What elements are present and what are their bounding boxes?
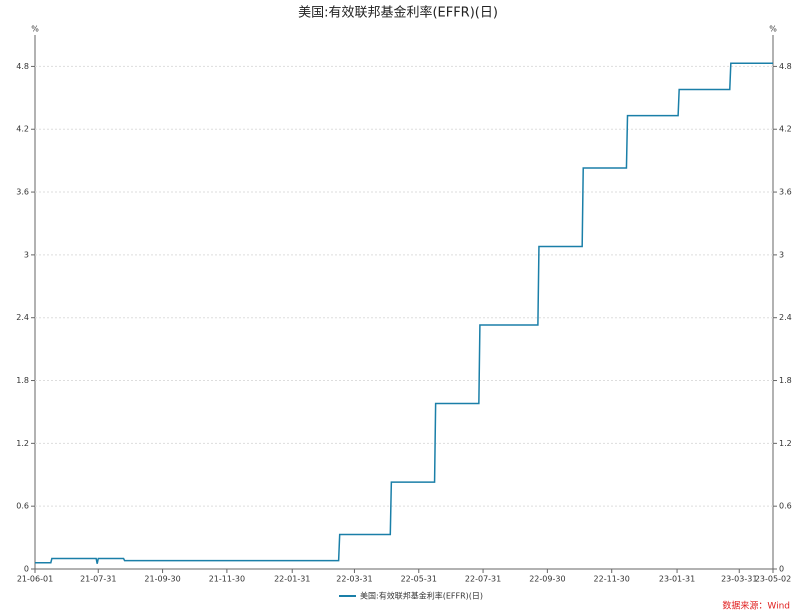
x-tick-label: 21-06-01 bbox=[17, 575, 53, 584]
x-tick-label: 21-11-30 bbox=[209, 575, 245, 584]
y2-tick-label: 2.4 bbox=[779, 313, 792, 322]
y-unit: % bbox=[31, 25, 39, 34]
x-tick-label: 23-03-31 bbox=[721, 575, 757, 584]
data-line bbox=[35, 62, 773, 564]
y-tick-label: 2.4 bbox=[16, 313, 29, 322]
x-tick-label: 22-01-31 bbox=[274, 575, 310, 584]
x-tick-label: 22-11-30 bbox=[594, 575, 630, 584]
y-tick-label: 3.6 bbox=[16, 188, 29, 197]
y2-tick-label: 4.2 bbox=[779, 125, 792, 134]
x-tick-label: 21-07-31 bbox=[80, 575, 116, 584]
y-tick-label: 1.8 bbox=[16, 376, 29, 385]
y2-tick-label: 0.6 bbox=[779, 502, 792, 511]
chart-title: 美国:有效联邦基金利率(EFFR)(日) bbox=[298, 5, 498, 21]
y2-tick-label: 1.8 bbox=[779, 376, 792, 385]
y2-tick-label: 3.6 bbox=[779, 188, 792, 197]
y-tick-label: 4.2 bbox=[16, 125, 29, 134]
x-tick-label: 22-05-31 bbox=[401, 575, 437, 584]
y2-tick-label: 1.2 bbox=[779, 439, 792, 448]
x-tick-label: 22-07-31 bbox=[465, 575, 501, 584]
y2-tick-label: 3 bbox=[779, 250, 784, 259]
y-tick-label: 0 bbox=[24, 565, 29, 574]
x-tick-label: 22-09-30 bbox=[529, 575, 565, 584]
y-tick-label: 0.6 bbox=[16, 502, 29, 511]
legend-label: 美国:有效联邦基金利率(EFFR)(日) bbox=[360, 591, 483, 601]
x-tick-label: 23-05-02 bbox=[755, 575, 791, 584]
x-tick-label: 21-09-30 bbox=[144, 575, 180, 584]
y-tick-label: 3 bbox=[24, 250, 29, 259]
x-tick-label: 23-01-31 bbox=[659, 575, 695, 584]
y2-tick-label: 4.8 bbox=[779, 62, 792, 71]
y2-unit: % bbox=[769, 25, 777, 34]
y2-tick-label: 0 bbox=[779, 565, 784, 574]
y-tick-label: 1.2 bbox=[16, 439, 29, 448]
y-tick-label: 4.8 bbox=[16, 62, 29, 71]
source: 数据来源：Wind bbox=[722, 600, 790, 612]
x-tick-label: 22-03-31 bbox=[336, 575, 372, 584]
